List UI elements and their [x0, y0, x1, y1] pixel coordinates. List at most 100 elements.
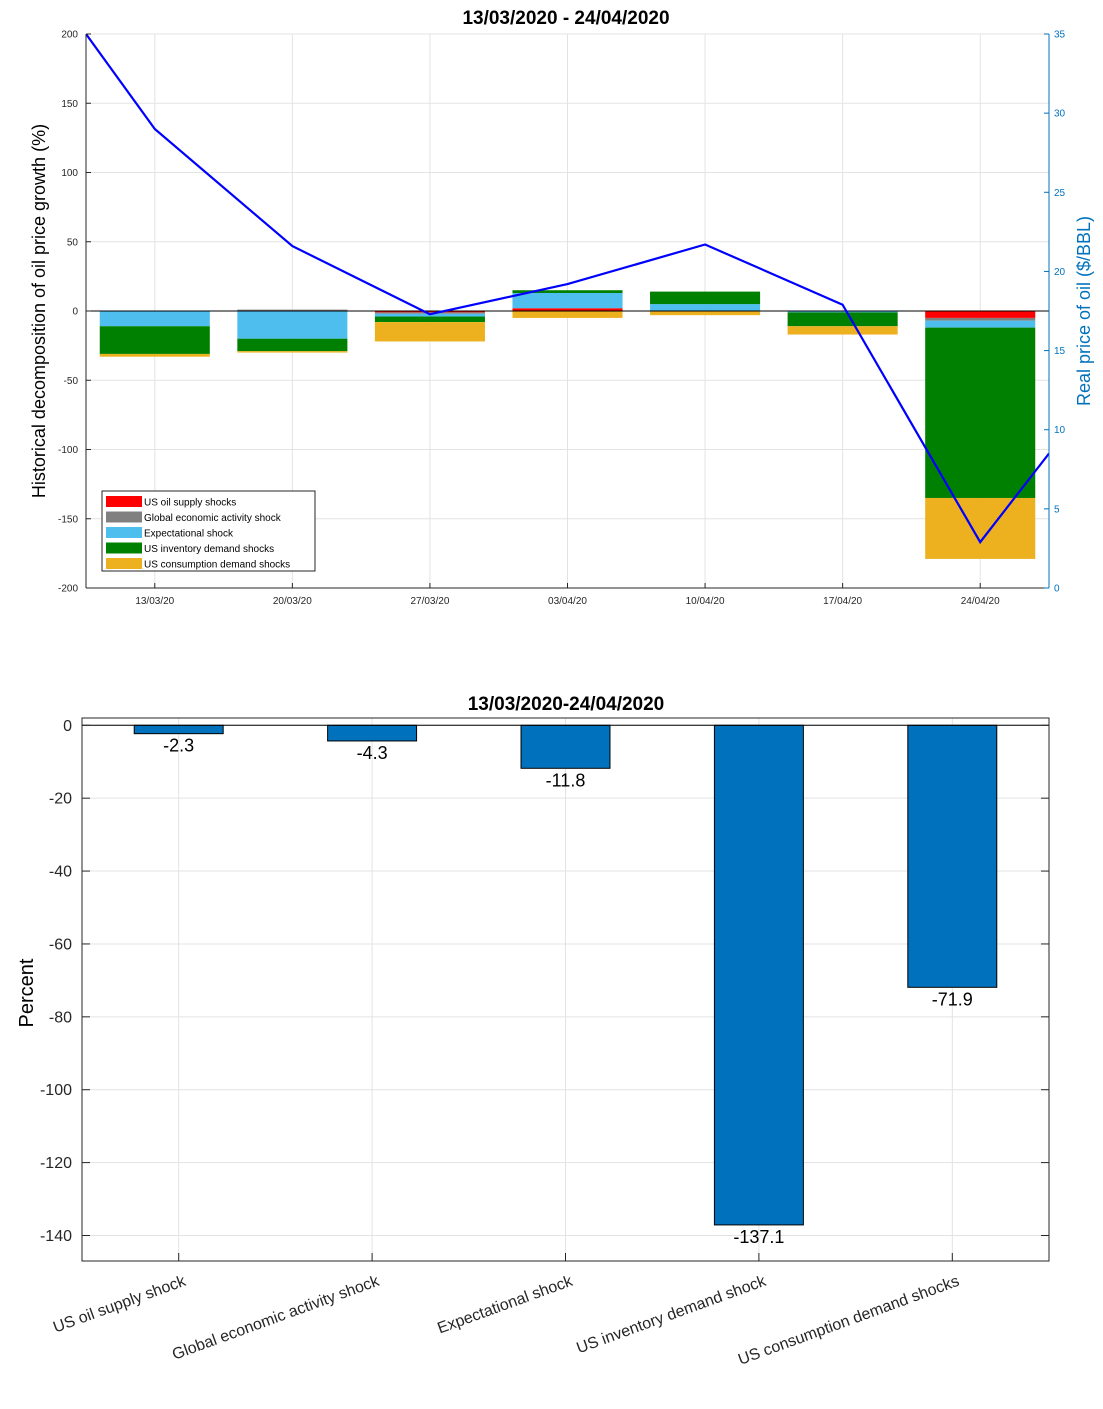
chart1-bar-segment [650, 304, 761, 311]
chart1-x-tick-label: 24/04/20 [961, 596, 1000, 607]
chart2-x-tick-label: US consumption demand shocks [736, 1273, 962, 1369]
chart2-y-tick-label: -140 [40, 1228, 72, 1245]
chart1-bars [99, 290, 1036, 559]
chart1-y-tick-label: 0 [72, 307, 78, 318]
chart2-y-axis-label: Percent [16, 958, 38, 1027]
chart2-data-label: -71.9 [932, 989, 973, 1009]
chart1-legend-swatch [106, 527, 142, 538]
chart2-y-tick-label: -80 [49, 1009, 72, 1026]
chart1-bar-segment [787, 311, 898, 313]
chart2-x-tick-label: Global economic activity shock [170, 1272, 382, 1363]
chart1-bar-segment [925, 317, 1036, 321]
chart1-legend-swatch [106, 558, 142, 569]
chart1-y-tick-label: 200 [61, 30, 78, 41]
chart2-title: 13/03/2020-24/04/2020 [468, 694, 665, 715]
chart2-grid [82, 718, 1049, 1261]
chart2-y-tick-label: -100 [40, 1082, 72, 1099]
chart1-legend: US oil supply shocks Global economic acti… [101, 490, 316, 572]
chart1-y2-tick-label: 30 [1054, 109, 1066, 120]
chart1-y-tick-label: 50 [67, 237, 79, 248]
chart1-y2-tick-label: 10 [1054, 425, 1066, 436]
chart1-bar-segment [925, 320, 1036, 328]
chart1-bar-segment [374, 311, 485, 313]
chart2-bar [133, 724, 224, 735]
chart1-bar-segment [99, 353, 210, 357]
chart1-y2-tick-label: 20 [1054, 267, 1066, 278]
chart2-y-tick-label: -120 [40, 1155, 72, 1172]
chart2-data-labels: -2.3 -4.3 -11.8 -137.1 -71.9 [163, 736, 973, 1247]
chart1-legend-label: Global economic activity shock [144, 513, 282, 524]
chart1-y-tick-label: -100 [58, 445, 78, 456]
chart2-bar [520, 724, 611, 769]
chart1-legend-swatch [106, 542, 142, 554]
chart1-bar-segment [650, 291, 761, 305]
chart1-legend-swatch [106, 511, 142, 523]
chart1-bar-segment [512, 311, 623, 318]
chart1-y-axis-label: Historical decomposition of oil price gr… [29, 124, 49, 498]
chart2-data-label: -4.3 [357, 743, 388, 763]
chart1-bar-segment [374, 316, 485, 323]
chart1-title: 13/03/2020 - 24/04/2020 [462, 8, 669, 29]
chart1-bar-segment [787, 312, 898, 327]
chart1-bar-segment [512, 292, 623, 309]
chart2-bar [327, 724, 418, 742]
chart1-x-tick-label: 03/04/20 [548, 596, 587, 607]
chart1-bar-segment [237, 338, 348, 352]
chart1-x-tick-label: 10/04/20 [686, 596, 725, 607]
chart1-x-tick-label: 17/04/20 [823, 596, 862, 607]
chart2-bar [713, 724, 804, 1226]
chart1-x-tick-labels: 13/03/20 20/03/20 27/03/20 03/04/20 10/04/20… [135, 596, 1000, 607]
chart2-y-tick-label: -60 [49, 936, 72, 953]
chart1-bar-segment [512, 290, 623, 293]
chart1-y2-tick-labels: 35 30 25 20 15 10 5 0 [1054, 30, 1066, 595]
chart1-bar-segment [99, 326, 210, 354]
chart1-y2-tick-label: 25 [1054, 188, 1066, 199]
chart1-y-tick-label: -50 [64, 376, 79, 387]
chart2-axes [81, 717, 1050, 1262]
chart2-y-tick-labels: 0 -20 -40 -60 -80 -100 -120 -140 [40, 718, 72, 1245]
chart1-y2-tick-label: 5 [1054, 504, 1060, 515]
chart1-axes [85, 33, 1050, 589]
chart2-bar [907, 724, 998, 988]
shock-contribution-bar-chart: 13/03/2020-24/04/2020 0 -20 -40 -60 -80 -100 -… [16, 694, 1050, 1369]
chart1-y-tick-labels: 200 150 100 50 0 -50 -100 -150 -200 [58, 30, 78, 595]
chart1-bar-segment [925, 327, 1036, 498]
chart1-bar-segment [237, 309, 348, 311]
chart1-y-tick-label: 150 [61, 99, 78, 110]
chart1-legend-swatch [106, 496, 142, 507]
chart1-y2-tick-label: 35 [1054, 30, 1066, 41]
chart1-x-tick-label: 13/03/20 [135, 596, 174, 607]
chart1-bar-segment [99, 311, 210, 327]
chart2-y-tick-label: 0 [63, 718, 72, 735]
stacked-bar-line-chart: 13/03/2020 - 24/04/2020 200 150 100 50 0 -50 -… [29, 8, 1094, 607]
chart1-legend-label: US oil supply shocks [144, 498, 236, 509]
chart2-x-tick-label: US oil supply shock [51, 1272, 189, 1336]
chart2-data-label: -2.3 [163, 736, 194, 756]
chart1-bar-segment [374, 322, 485, 342]
chart1-y2-axis-label: Real price of oil ($/BBL) [1074, 216, 1094, 406]
chart1-x-tick-label: 27/03/20 [410, 596, 449, 607]
chart1-bar-segment [512, 308, 623, 311]
chart1-y2-tick-label: 15 [1054, 346, 1066, 357]
chart1-y-tick-label: -200 [58, 584, 78, 595]
chart1-price-line [86, 34, 1049, 545]
chart1-bar-segment [787, 326, 898, 335]
chart2-data-label: -11.8 [546, 770, 586, 790]
chart2-data-label: -137.1 [733, 1227, 784, 1247]
chart2-x-tick-label: US inventory demand shock [574, 1272, 769, 1357]
chart1-x-tick-label: 20/03/20 [273, 596, 312, 607]
chart2-x-tick-label: Expectational shock [435, 1272, 575, 1337]
chart2-y-tick-label: -40 [49, 864, 72, 881]
chart1-y-tick-label: -150 [58, 514, 78, 525]
chart1-bar-segment [237, 351, 348, 353]
chart1-legend-label: Expectational shock [144, 529, 234, 540]
chart1-y-tick-label: 100 [61, 168, 78, 179]
chart1-bar-segment [237, 311, 348, 339]
chart1-price-polyline [86, 34, 1049, 545]
chart1-bar-segment [925, 497, 1036, 559]
chart1-bar-segment [650, 311, 761, 316]
chart1-bar-segment [925, 311, 1036, 318]
chart2-y-tick-label: -20 [49, 791, 72, 808]
